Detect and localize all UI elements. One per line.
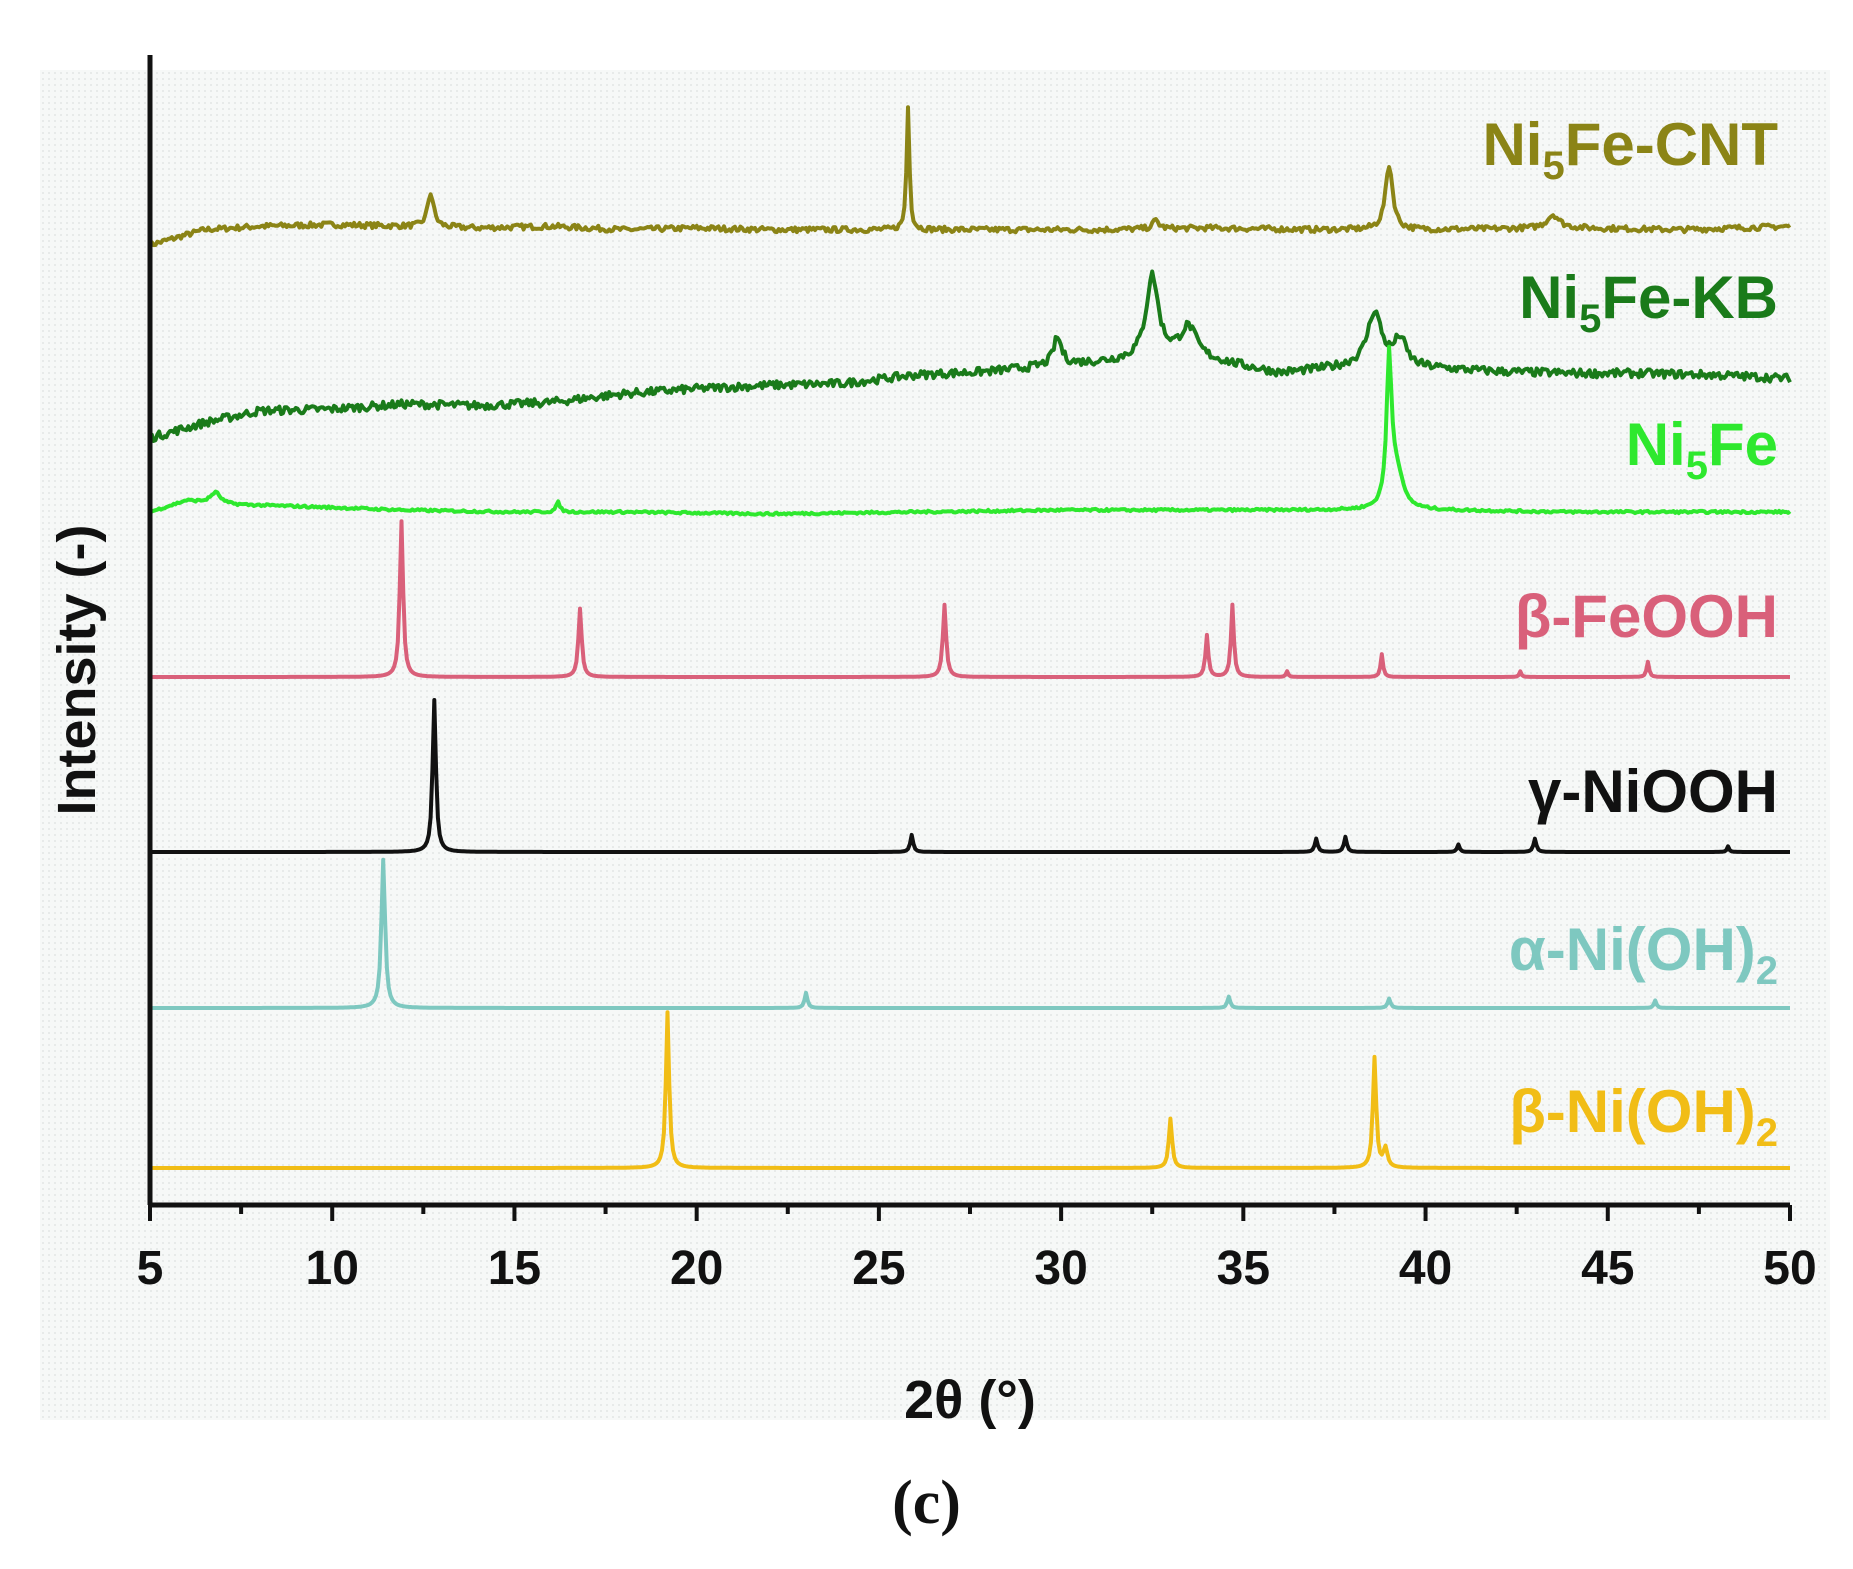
x-tick-label: 40 <box>1399 1242 1452 1295</box>
plot-background <box>40 70 1830 1420</box>
series-label-1: Ni5Fe-CNT <box>1482 111 1778 188</box>
x-tick-label: 50 <box>1763 1242 1816 1295</box>
series-label-4: β-FeOOH <box>1515 583 1778 650</box>
figure-caption: (c) <box>892 1469 961 1537</box>
series-line-5 <box>149 698 1791 854</box>
series-line-1 <box>148 105 1792 249</box>
label-layer: Ni5Fe-CNT Ni5Fe-KB Ni5Fe β-FeOOH γ-NiOOH α-Ni… <box>1482 111 1778 1155</box>
tick-layer: 5 10 15 20 25 30 35 40 45 50 <box>137 1205 1817 1295</box>
x-tick-label: 10 <box>306 1242 359 1295</box>
x-tick-label: 25 <box>852 1242 905 1295</box>
series-line-2 <box>148 269 1792 443</box>
series-line-4 <box>149 519 1791 679</box>
series-label-3: Ni5Fe <box>1626 411 1778 488</box>
x-axis-title: 2θ (°) <box>904 1370 1036 1430</box>
series-line-3 <box>149 344 1792 517</box>
x-tick-label: 15 <box>488 1242 541 1295</box>
x-tick-label: 35 <box>1217 1242 1270 1295</box>
series-layer <box>148 105 1792 1170</box>
x-tick-label: 5 <box>137 1242 164 1295</box>
x-tick-label: 30 <box>1034 1242 1087 1295</box>
series-label-2: Ni5Fe-KB <box>1519 264 1778 341</box>
y-axis-title: Intensity (-) <box>47 525 107 816</box>
series-label-7: β-Ni(OH)2 <box>1509 1078 1778 1155</box>
x-tick-label: 45 <box>1581 1242 1634 1295</box>
series-line-7 <box>149 1010 1791 1170</box>
series-line-6 <box>149 857 1791 1010</box>
series-label-5: γ-NiOOH <box>1528 758 1778 825</box>
x-tick-label: 20 <box>670 1242 723 1295</box>
series-label-6: α-Ni(OH)2 <box>1509 916 1778 993</box>
